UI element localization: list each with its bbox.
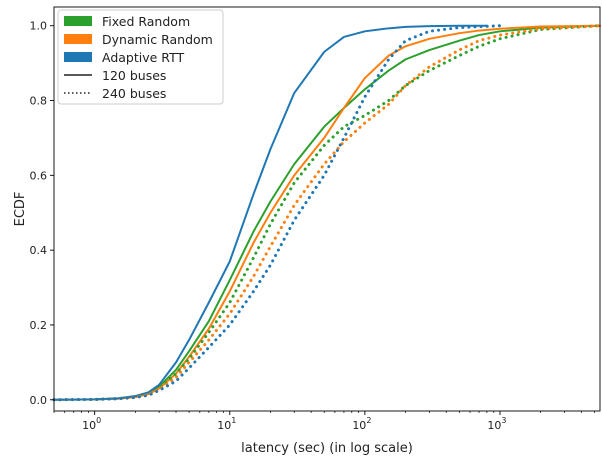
legend-label-adaptive-rtt: Adaptive RTT [102, 50, 184, 65]
x-axis-label: latency (sec) (in log scale) [241, 441, 413, 456]
legend-label-fixed-random: Fixed Random [102, 14, 190, 29]
y-tick-label: 0.6 [30, 169, 48, 182]
legend: Fixed Random Dynamic Random Adaptive RTT… [57, 9, 224, 105]
legend-box [57, 9, 224, 105]
series-line-adaptive-rtt-240 [52, 24, 502, 402]
legend-swatch-dynamic-random [64, 34, 92, 44]
y-tick-label: 0.0 [30, 394, 48, 407]
legend-label-240-buses: 240 buses [102, 86, 166, 101]
legend-label-120-buses: 120 buses [102, 68, 166, 83]
x-tick-label: 103 [487, 416, 506, 432]
x-axis: 100 101 102 103 [53, 411, 595, 432]
y-tick-label: 0.8 [30, 95, 48, 108]
legend-label-dynamic-random: Dynamic Random [102, 32, 213, 47]
series-line-adaptive-rtt-120 [53, 24, 488, 401]
y-axis: 0.0 0.2 0.4 0.6 0.8 1.0 [30, 20, 54, 407]
y-tick-label: 0.4 [30, 244, 48, 257]
legend-swatch-adaptive-rtt [64, 52, 92, 62]
x-tick-label: 100 [82, 416, 101, 432]
y-axis-label: ECDF [13, 192, 28, 227]
plot-frame [53, 6, 601, 412]
x-tick-label: 101 [217, 416, 236, 432]
y-tick-label: 1.0 [30, 20, 48, 33]
legend-swatch-fixed-random [64, 16, 92, 26]
x-tick-label: 102 [352, 416, 371, 432]
series-lines [52, 24, 602, 402]
y-tick-label: 0.2 [30, 319, 48, 332]
